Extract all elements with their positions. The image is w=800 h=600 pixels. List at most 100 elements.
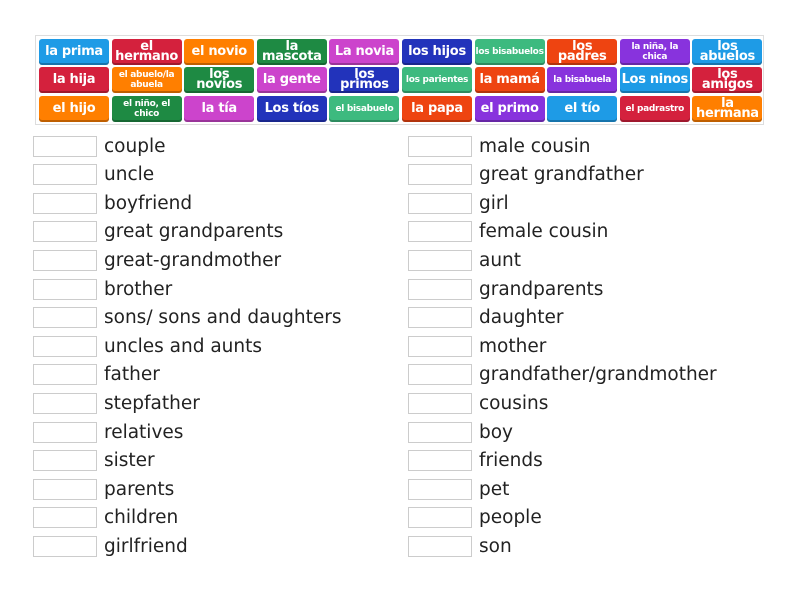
word-tile[interactable]: la hermana	[692, 96, 763, 122]
match-row: aunt	[408, 248, 521, 272]
word-tile[interactable]: la gente	[256, 67, 327, 93]
english-word: pet	[479, 478, 510, 500]
drop-box[interactable]	[408, 450, 472, 472]
match-row: great grandparents	[33, 220, 283, 244]
match-row: brother	[33, 277, 172, 301]
word-tile[interactable]: los novios	[184, 67, 255, 93]
word-tile[interactable]: la niña, la chica	[619, 39, 690, 65]
word-tile[interactable]: el hermano	[111, 39, 182, 65]
match-row: father	[33, 363, 160, 387]
english-word: girlfriend	[104, 535, 188, 557]
drop-box[interactable]	[408, 135, 472, 157]
english-word: girl	[479, 192, 509, 214]
drop-box[interactable]	[33, 221, 97, 243]
drop-box[interactable]	[408, 221, 472, 243]
drop-box[interactable]	[33, 392, 97, 414]
word-tile[interactable]: el novio	[184, 39, 255, 65]
drop-box[interactable]	[408, 364, 472, 386]
match-row: parents	[33, 477, 174, 501]
drop-box[interactable]	[33, 364, 97, 386]
drop-box[interactable]	[33, 249, 97, 271]
word-tile[interactable]: la bisabuela	[547, 67, 618, 93]
word-tile[interactable]: el niño, el chico	[111, 96, 182, 122]
drop-box[interactable]	[33, 164, 97, 186]
drop-box[interactable]	[33, 192, 97, 214]
match-row: pet	[408, 477, 509, 501]
word-tile[interactable]: los padres	[547, 39, 618, 65]
drop-box[interactable]	[408, 507, 472, 529]
english-word: relatives	[104, 421, 184, 443]
word-tile[interactable]: la mamá	[474, 67, 545, 93]
english-word: son	[479, 535, 512, 557]
word-tile[interactable]: la hija	[39, 67, 109, 93]
drop-box[interactable]	[408, 192, 472, 214]
english-word: parents	[104, 478, 175, 500]
english-word: uncle	[104, 164, 155, 186]
drop-box[interactable]	[33, 135, 97, 157]
drop-box[interactable]	[408, 164, 472, 186]
word-tile[interactable]: la papa	[402, 96, 472, 122]
english-word: children	[104, 507, 179, 529]
word-tile[interactable]: Los tíos	[256, 96, 327, 122]
match-row: friends	[408, 449, 543, 473]
drop-box[interactable]	[33, 478, 97, 500]
drop-box[interactable]	[408, 335, 472, 357]
english-word: great grandfather	[479, 164, 644, 186]
word-tile[interactable]: el abuelo/la abuela	[111, 67, 182, 93]
match-row: children	[33, 506, 178, 530]
match-row: cousins	[408, 391, 548, 415]
word-tile[interactable]: los hijos	[402, 39, 472, 65]
english-word: mother	[479, 335, 547, 357]
drop-box[interactable]	[408, 278, 472, 300]
word-tile[interactable]: el primo	[474, 96, 545, 122]
drop-box[interactable]	[408, 392, 472, 414]
match-row: mother	[408, 334, 546, 358]
match-row: uncle	[33, 163, 154, 187]
word-tile[interactable]: la mascota	[256, 39, 327, 65]
english-word: people	[479, 507, 542, 529]
drop-box[interactable]	[33, 450, 97, 472]
word-tile[interactable]: los parientes	[402, 67, 472, 93]
drop-box[interactable]	[33, 421, 97, 443]
match-row: grandparents	[408, 277, 603, 301]
word-tile[interactable]: los abuelos	[692, 39, 763, 65]
match-row: sons/ sons and daughters	[33, 306, 341, 330]
word-tile[interactable]: Los ninos	[619, 67, 690, 93]
word-tile[interactable]: la prima	[39, 39, 109, 65]
drop-box[interactable]	[33, 507, 97, 529]
drop-box[interactable]	[408, 307, 472, 329]
english-word: boyfriend	[104, 192, 193, 214]
match-row: great grandfather	[408, 163, 644, 187]
drop-box[interactable]	[408, 535, 472, 557]
match-row: female cousin	[408, 220, 608, 244]
word-tile[interactable]: el bisabuelo	[329, 96, 400, 122]
drop-box[interactable]	[408, 249, 472, 271]
drop-box[interactable]	[408, 421, 472, 443]
match-row: girlfriend	[33, 534, 188, 558]
english-word: grandparents	[479, 278, 604, 300]
word-tile[interactable]: la tía	[184, 96, 255, 122]
word-tile[interactable]: los amigos	[692, 67, 763, 93]
word-tile[interactable]: los primos	[329, 67, 400, 93]
word-tile[interactable]: el hijo	[39, 96, 109, 122]
drop-box[interactable]	[33, 535, 97, 557]
drop-box[interactable]	[33, 278, 97, 300]
english-word: female cousin	[479, 221, 609, 243]
english-word: great-grandmother	[104, 249, 282, 271]
english-word: stepfather	[104, 392, 200, 414]
word-tile[interactable]: el tío	[547, 96, 618, 122]
english-word: friends	[479, 450, 543, 472]
english-word: sons/ sons and daughters	[104, 307, 342, 329]
drop-box[interactable]	[408, 478, 472, 500]
word-tile[interactable]: La novia	[329, 39, 400, 65]
match-row: grandfather/grandmother	[408, 363, 717, 387]
match-row: relatives	[33, 420, 183, 444]
english-word: brother	[104, 278, 173, 300]
english-word: daughter	[479, 307, 564, 329]
word-tile[interactable]: los bisabuelos	[474, 39, 545, 65]
drop-box[interactable]	[33, 335, 97, 357]
drop-box[interactable]	[33, 307, 97, 329]
match-row: boyfriend	[33, 191, 192, 215]
word-tile[interactable]: el padrastro	[619, 96, 690, 122]
english-word: male cousin	[479, 135, 591, 157]
